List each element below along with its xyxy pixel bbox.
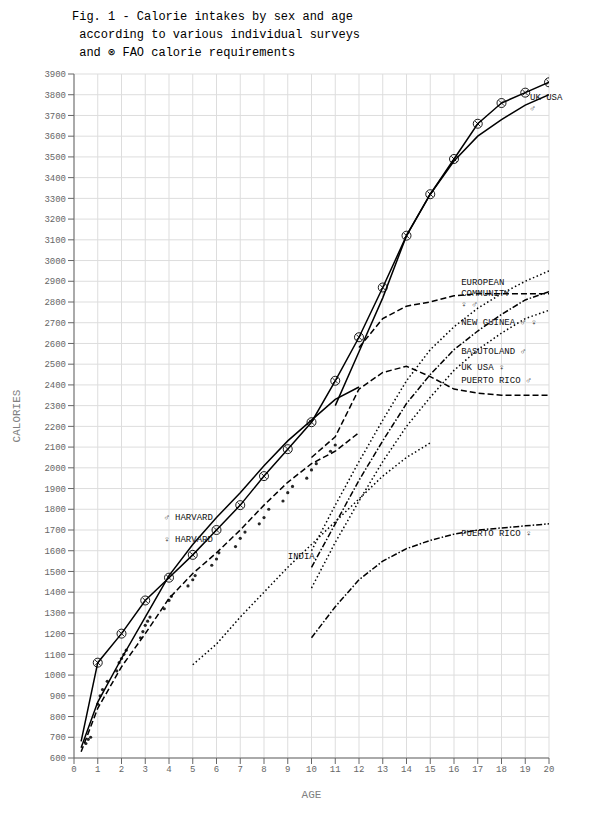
svg-text:AGE: AGE xyxy=(302,789,322,801)
svg-text:2600: 2600 xyxy=(44,340,66,350)
svg-text:900: 900 xyxy=(50,692,66,702)
svg-text:8: 8 xyxy=(261,765,266,775)
svg-text:13: 13 xyxy=(377,765,388,775)
svg-text:6: 6 xyxy=(214,765,219,775)
svg-text:2900: 2900 xyxy=(44,277,66,287)
svg-text:17: 17 xyxy=(472,765,483,775)
svg-text:0: 0 xyxy=(71,765,76,775)
svg-text:2300: 2300 xyxy=(44,402,66,412)
svg-text:CALORIES: CALORIES xyxy=(11,389,23,442)
svg-text:2400: 2400 xyxy=(44,381,66,391)
svg-text:1600: 1600 xyxy=(44,547,66,557)
svg-text:3200: 3200 xyxy=(44,215,66,225)
svg-text:1700: 1700 xyxy=(44,526,66,536)
svg-text:1200: 1200 xyxy=(44,630,66,640)
svg-text:700: 700 xyxy=(50,733,66,743)
svg-text:PUERTO RICO ♂: PUERTO RICO ♂ xyxy=(461,376,531,386)
svg-text:3800: 3800 xyxy=(44,91,66,101)
svg-text:INDIA: INDIA xyxy=(288,552,316,562)
svg-text:19: 19 xyxy=(520,765,531,775)
svg-text:7: 7 xyxy=(238,765,243,775)
svg-text:3100: 3100 xyxy=(44,236,66,246)
svg-text:2500: 2500 xyxy=(44,360,66,370)
svg-text:1300: 1300 xyxy=(44,609,66,619)
svg-text:12: 12 xyxy=(354,765,365,775)
svg-text:1500: 1500 xyxy=(44,568,66,578)
svg-text:2: 2 xyxy=(119,765,124,775)
svg-text:600: 600 xyxy=(50,754,66,764)
svg-text:4: 4 xyxy=(166,765,171,775)
svg-text:3500: 3500 xyxy=(44,153,66,163)
svg-text:2100: 2100 xyxy=(44,443,66,453)
svg-text:NEW GUINEA ♂ ♀: NEW GUINEA ♂ ♀ xyxy=(461,318,537,328)
svg-text:20: 20 xyxy=(544,765,555,775)
svg-text:5: 5 xyxy=(190,765,195,775)
svg-text:3900: 3900 xyxy=(44,70,66,80)
svg-text:2200: 2200 xyxy=(44,423,66,433)
svg-text:1800: 1800 xyxy=(44,505,66,515)
svg-text:2800: 2800 xyxy=(44,298,66,308)
svg-text:EUROPEANCOMMUNITY♀ ♂: EUROPEANCOMMUNITY♀ ♂ xyxy=(461,278,510,310)
svg-text:UK USA♂: UK USA♂ xyxy=(530,93,563,114)
svg-text:800: 800 xyxy=(50,713,66,723)
svg-text:18: 18 xyxy=(496,765,507,775)
html-text:Fig. 1 - Calorie intakes by se: Fig. 1 - Calorie intakes by sex and age … xyxy=(72,10,360,60)
svg-text:UK USA ♀: UK USA ♀ xyxy=(461,364,504,374)
svg-text:1000: 1000 xyxy=(44,671,66,681)
svg-text:15: 15 xyxy=(425,765,436,775)
svg-text:3300: 3300 xyxy=(44,195,66,205)
svg-text:3400: 3400 xyxy=(44,174,66,184)
svg-text:11: 11 xyxy=(330,765,341,775)
svg-text:14: 14 xyxy=(401,765,412,775)
svg-text:2700: 2700 xyxy=(44,319,66,329)
svg-text:BASUTOLAND ♂: BASUTOLAND ♂ xyxy=(461,347,526,357)
svg-text:1400: 1400 xyxy=(44,588,66,598)
svg-text:♂ HARVARD: ♂ HARVARD xyxy=(164,513,213,523)
svg-text:1: 1 xyxy=(95,765,100,775)
svg-text:3700: 3700 xyxy=(44,112,66,122)
svg-text:♀ HARVARD: ♀ HARVARD xyxy=(164,536,213,546)
svg-text:16: 16 xyxy=(449,765,460,775)
svg-text:3600: 3600 xyxy=(44,132,66,142)
svg-text:10: 10 xyxy=(306,765,317,775)
svg-text:1900: 1900 xyxy=(44,485,66,495)
svg-text:9: 9 xyxy=(285,765,290,775)
svg-text:1100: 1100 xyxy=(44,651,66,661)
svg-text:3000: 3000 xyxy=(44,257,66,267)
svg-text:2000: 2000 xyxy=(44,464,66,474)
svg-text:PUERTO RICO ♀: PUERTO RICO ♀ xyxy=(461,530,531,540)
svg-text:3: 3 xyxy=(143,765,148,775)
